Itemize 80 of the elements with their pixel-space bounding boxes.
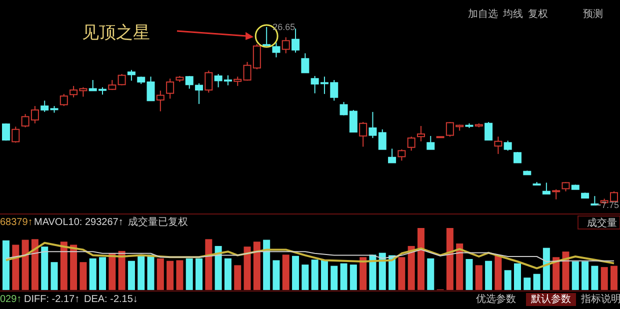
bar [494, 255, 502, 290]
bar [360, 257, 367, 290]
bar [582, 261, 589, 290]
bar [524, 278, 531, 290]
annotation: 见顶之星 [82, 23, 150, 42]
bar [466, 259, 473, 290]
bar [398, 257, 406, 290]
bar [234, 265, 242, 290]
bar [22, 240, 29, 290]
bar [552, 257, 560, 290]
bar [156, 258, 164, 290]
bar [446, 228, 454, 290]
bar [311, 260, 318, 290]
bar [89, 258, 96, 290]
bar [591, 266, 598, 290]
bar [166, 260, 174, 290]
text: 加自选 [468, 8, 498, 20]
bar [475, 265, 482, 290]
bar [292, 256, 300, 290]
bar [456, 244, 464, 290]
bar [272, 260, 280, 290]
bar [31, 239, 38, 290]
bar [427, 258, 434, 290]
bar [205, 239, 212, 290]
annotation: 68379↑ [0, 217, 33, 228]
text: DEA: -2.15↓ [84, 294, 138, 305]
bar [138, 255, 145, 290]
bar [485, 260, 492, 290]
bar [108, 253, 116, 290]
bar [2, 240, 10, 290]
text: 默认参数 [530, 293, 571, 305]
bar [302, 264, 309, 290]
bar [610, 266, 618, 290]
bar [41, 246, 48, 290]
bar [50, 262, 58, 290]
bar [196, 258, 203, 290]
annotation: MAVOL10: 293267↑ [34, 217, 124, 228]
bar [417, 228, 424, 290]
bar [330, 266, 338, 290]
bar [80, 262, 87, 290]
annotation: 成交量已复权 [128, 216, 188, 228]
bar [340, 263, 348, 290]
bar [186, 258, 193, 290]
annotation: 26.65 [272, 22, 296, 32]
text: 预测 [583, 8, 603, 20]
bar [572, 261, 579, 290]
bar [514, 263, 521, 290]
bar [253, 242, 260, 290]
bar [388, 255, 396, 290]
annotation: 成交量 [587, 217, 617, 229]
bar [263, 240, 270, 290]
bar [244, 246, 251, 290]
bar [378, 252, 386, 290]
text: 指标说明 [580, 293, 620, 305]
bar [176, 260, 184, 290]
bar [60, 242, 68, 290]
text: 均线 [502, 8, 523, 20]
bar [369, 254, 376, 290]
bar [282, 254, 290, 290]
bar [214, 246, 222, 290]
bar [504, 270, 512, 290]
bar [128, 260, 135, 290]
bar [350, 264, 357, 290]
bar [320, 260, 328, 290]
bar [533, 274, 540, 290]
text: 优选参数 [476, 293, 516, 305]
text: DIFF: -2.17↑ [24, 294, 80, 305]
bar [147, 254, 154, 290]
bar [542, 248, 550, 290]
bar [224, 258, 232, 290]
bar [70, 244, 78, 290]
text: 029↑ [0, 294, 22, 305]
annotation: 7.75 [601, 200, 619, 210]
bar [600, 267, 608, 290]
bar [99, 257, 106, 290]
text: 复权 [528, 8, 548, 20]
bar [118, 250, 126, 290]
bar [408, 246, 415, 290]
bar [12, 244, 20, 290]
bar [562, 252, 570, 290]
